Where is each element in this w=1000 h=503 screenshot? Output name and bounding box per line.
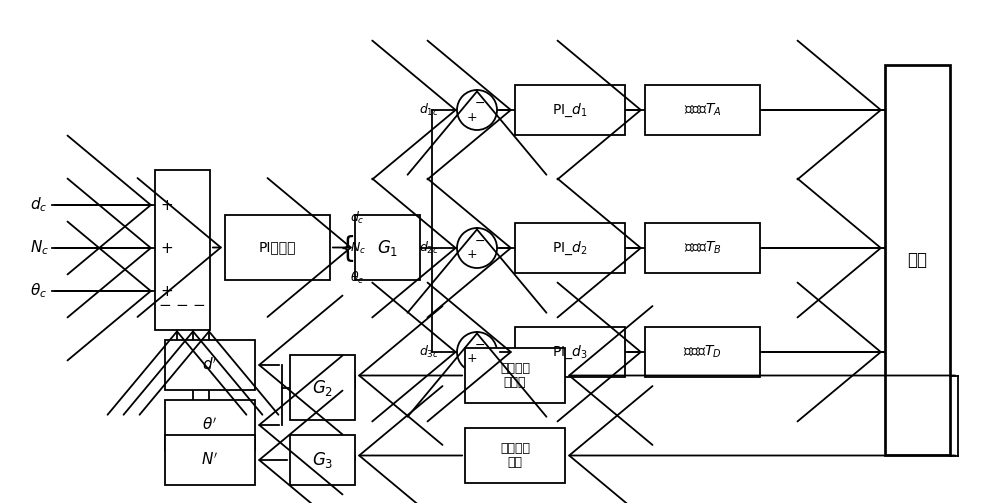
Bar <box>515 223 625 273</box>
Text: $d_{2c}$: $d_{2c}$ <box>419 240 439 256</box>
Text: 作动器$T_B$: 作动器$T_B$ <box>684 240 721 256</box>
Text: $d_c$: $d_c$ <box>350 210 365 226</box>
Text: $\theta'$: $\theta'$ <box>202 416 218 433</box>
Text: $\theta_c$: $\theta_c$ <box>350 270 364 286</box>
Text: $d_{1c}$: $d_{1c}$ <box>419 102 439 118</box>
Bar <box>165 400 255 450</box>
Circle shape <box>457 332 497 372</box>
Text: +: + <box>161 240 173 256</box>
Bar <box>355 215 420 280</box>
Text: $\mathrm{PI\_}d_3$: $\mathrm{PI\_}d_3$ <box>552 344 588 361</box>
Bar <box>465 428 565 483</box>
Text: $G_2$: $G_2$ <box>312 377 333 397</box>
Text: $\{$: $\{$ <box>338 232 354 264</box>
Text: $N_c$: $N_c$ <box>350 240 366 256</box>
Circle shape <box>457 90 497 130</box>
Circle shape <box>457 228 497 268</box>
Text: +: + <box>467 248 477 262</box>
Bar <box>290 435 355 485</box>
Bar <box>225 215 330 280</box>
Bar <box>290 355 355 420</box>
Text: −: − <box>475 97 485 110</box>
Bar <box>165 340 255 390</box>
Bar <box>155 170 210 330</box>
Text: −: − <box>176 297 188 312</box>
Bar <box>465 348 565 403</box>
Bar <box>885 65 950 455</box>
Text: $d_c$: $d_c$ <box>30 196 47 214</box>
Text: +: + <box>467 111 477 124</box>
Bar <box>165 435 255 485</box>
Text: 各作动器
出力: 各作动器 出力 <box>500 442 530 469</box>
Text: $G_1$: $G_1$ <box>377 237 398 258</box>
Text: $N_c$: $N_c$ <box>30 238 49 258</box>
Bar <box>645 223 760 273</box>
Bar <box>645 327 760 377</box>
Text: +: + <box>467 353 477 366</box>
Text: $N'$: $N'$ <box>201 452 219 468</box>
Text: $\theta_c$: $\theta_c$ <box>30 282 47 300</box>
Text: PI控制器: PI控制器 <box>259 240 296 255</box>
Text: $\mathrm{PI\_}d_1$: $\mathrm{PI\_}d_1$ <box>552 102 588 119</box>
Text: −: − <box>159 297 171 312</box>
Text: +: + <box>161 284 173 298</box>
Text: $\mathrm{PI\_}d_2$: $\mathrm{PI\_}d_2$ <box>552 239 588 257</box>
Text: −: − <box>193 297 205 312</box>
Text: $G_3$: $G_3$ <box>312 450 333 470</box>
Bar <box>515 327 625 377</box>
Text: −: − <box>475 234 485 247</box>
Text: 作动器$T_D$: 作动器$T_D$ <box>683 344 722 360</box>
Text: 试件: 试件 <box>908 251 928 269</box>
Bar <box>515 85 625 135</box>
Text: −: − <box>475 339 485 352</box>
Text: 作动器$T_A$: 作动器$T_A$ <box>684 102 721 118</box>
Text: +: + <box>161 198 173 212</box>
Text: $d_{3c}$: $d_{3c}$ <box>419 344 439 360</box>
Text: $d'$: $d'$ <box>202 357 218 373</box>
Text: 位移传感
器位移: 位移传感 器位移 <box>500 362 530 389</box>
Bar <box>645 85 760 135</box>
